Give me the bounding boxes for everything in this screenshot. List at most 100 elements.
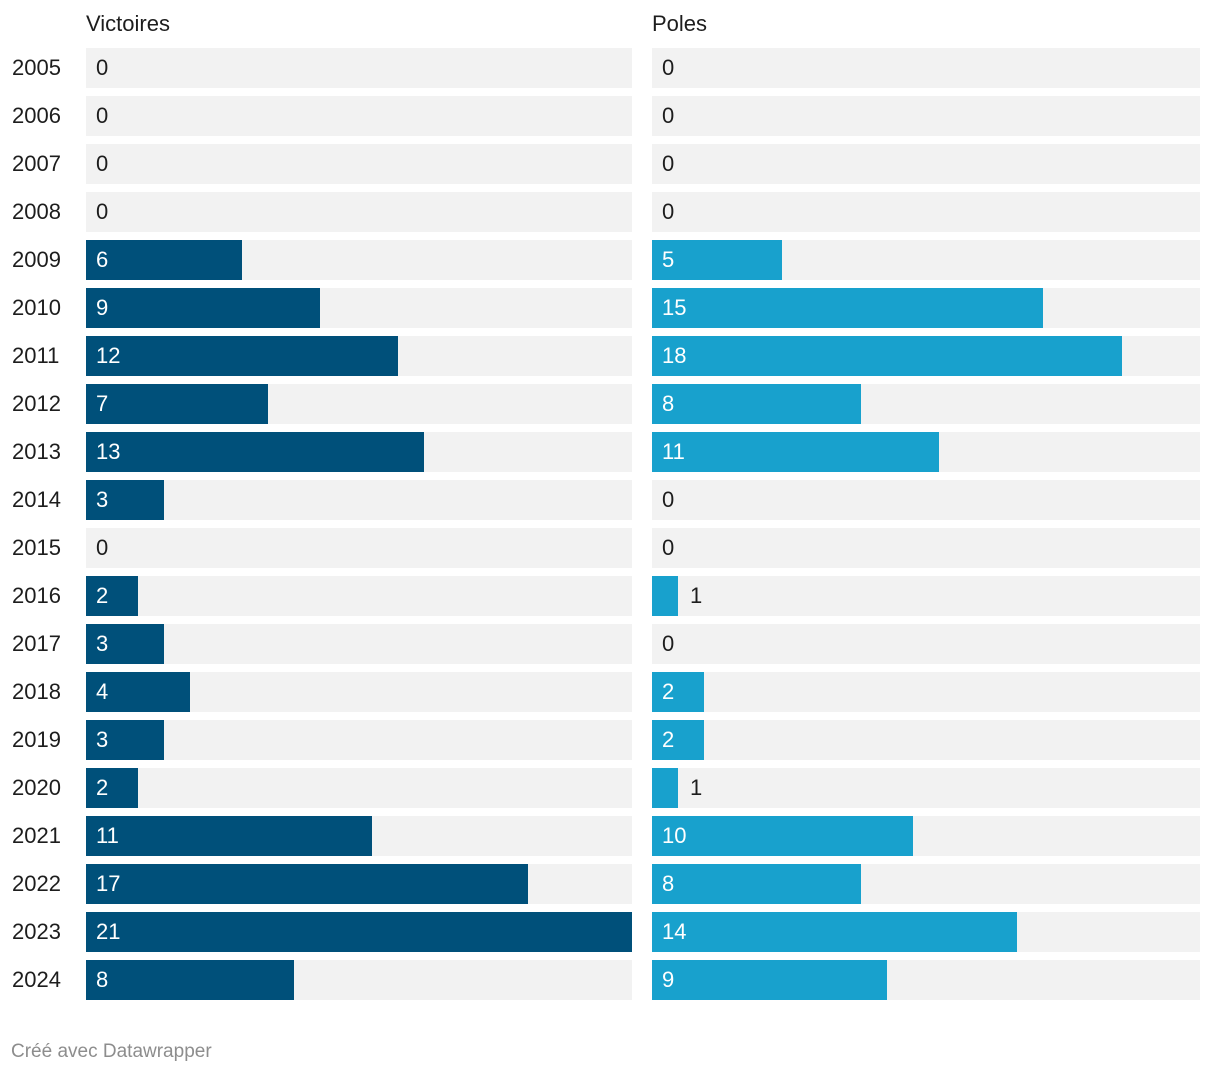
value-label-victoires-2009: 6 [96,247,109,272]
year-label-2005: 2005 [12,55,61,80]
bar-track-victoires-2005 [86,48,632,88]
year-label-2024: 2024 [12,967,61,992]
bar-poles-2009 [652,240,782,280]
bar-track-victoires-2008 [86,192,632,232]
bar-poles-2020 [652,768,678,808]
year-label-2015: 2015 [12,535,61,560]
bar-victoires-2010 [86,288,320,328]
year-label-2017: 2017 [12,631,61,656]
bar-victoires-2021 [86,816,372,856]
year-label-2009: 2009 [12,247,61,272]
year-label-2013: 2013 [12,439,61,464]
value-label-poles-2005: 0 [662,55,675,80]
value-label-poles-2021: 10 [662,823,687,848]
bar-victoires-2018 [86,672,190,712]
bar-victoires-2017 [86,624,164,664]
value-label-victoires-2024: 8 [96,967,109,992]
bar-track-victoires-2019 [86,720,632,760]
bar-track-victoires-2015 [86,528,632,568]
bar-track-victoires-2016 [86,576,632,616]
bar-track-poles-2019 [652,720,1200,760]
bar-poles-2019 [652,720,704,760]
year-label-2012: 2012 [12,391,61,416]
bar-poles-2022 [652,864,861,904]
value-label-victoires-2006: 0 [96,103,109,128]
bar-track-poles-2008 [652,192,1200,232]
value-label-victoires-2023: 21 [96,919,121,944]
value-label-poles-2007: 0 [662,151,675,176]
bar-track-poles-2006 [652,96,1200,136]
value-label-victoires-2010: 9 [96,295,109,320]
value-label-poles-2023: 14 [662,919,687,944]
year-label-2006: 2006 [12,103,61,128]
bar-track-victoires-2014 [86,480,632,520]
value-label-victoires-2007: 0 [96,151,109,176]
year-label-2020: 2020 [12,775,61,800]
bar-victoires-2020 [86,768,138,808]
bar-victoires-2013 [86,432,424,472]
value-label-victoires-2022: 17 [96,871,121,896]
value-label-poles-2015: 0 [662,535,675,560]
value-label-poles-2008: 0 [662,199,675,224]
value-label-poles-2019: 2 [662,727,675,752]
bar-victoires-2023 [86,912,632,952]
bar-track-victoires-2007 [86,144,632,184]
bar-chart: Victoires Poles 2005 0 0 2006 0 0 2007 0 0 2008 0 0 20… [12,11,1200,1000]
column-title-poles: Poles [652,11,708,36]
bar-victoires-2009 [86,240,242,280]
value-label-victoires-2013: 13 [96,439,121,464]
bar-poles-2024 [652,960,887,1000]
value-label-poles-2017: 0 [662,631,675,656]
bar-victoires-2022 [86,864,528,904]
value-label-victoires-2019: 3 [96,727,109,752]
bar-track-victoires-2017 [86,624,632,664]
bar-poles-2013 [652,432,939,472]
value-label-poles-2010: 15 [662,295,687,320]
bar-track-poles-2020 [652,768,1200,808]
bar-track-victoires-2020 [86,768,632,808]
value-label-poles-2022: 8 [662,871,675,896]
bar-track-poles-2014 [652,480,1200,520]
value-label-poles-2018: 2 [662,679,675,704]
year-label-2010: 2010 [12,295,61,320]
bar-victoires-2016 [86,576,138,616]
datawrapper-credit: Créé avec Datawrapper [11,1041,212,1062]
value-label-poles-2013: 11 [662,439,685,464]
bar-poles-2011 [652,336,1122,376]
bar-poles-2018 [652,672,704,712]
value-label-victoires-2012: 7 [96,391,109,416]
value-label-poles-2012: 8 [662,391,675,416]
bar-victoires-2024 [86,960,294,1000]
value-label-poles-2024: 9 [662,967,675,992]
year-label-2023: 2023 [12,919,61,944]
year-label-2018: 2018 [12,679,61,704]
bar-victoires-2019 [86,720,164,760]
bar-poles-2010 [652,288,1043,328]
bar-victoires-2012 [86,384,268,424]
year-label-2016: 2016 [12,583,61,608]
value-label-victoires-2008: 0 [96,199,109,224]
bar-track-poles-2015 [652,528,1200,568]
year-label-2014: 2014 [12,487,61,512]
value-label-poles-2006: 0 [662,103,675,128]
value-label-victoires-2011: 12 [96,343,121,368]
bar-victoires-2014 [86,480,164,520]
year-label-2008: 2008 [12,199,61,224]
bar-track-victoires-2006 [86,96,632,136]
value-label-poles-2009: 5 [662,247,675,272]
bar-track-poles-2007 [652,144,1200,184]
bar-victoires-2011 [86,336,398,376]
value-label-victoires-2017: 3 [96,631,109,656]
year-label-2007: 2007 [12,151,61,176]
year-label-2022: 2022 [12,871,61,896]
value-label-victoires-2016: 2 [96,583,109,608]
bar-poles-2012 [652,384,861,424]
bar-poles-2021 [652,816,913,856]
value-label-poles-2016: 1 [690,583,703,608]
value-label-victoires-2015: 0 [96,535,109,560]
value-label-victoires-2014: 3 [96,487,109,512]
year-label-2019: 2019 [12,727,61,752]
bar-track-poles-2005 [652,48,1200,88]
value-label-victoires-2005: 0 [96,55,109,80]
value-label-victoires-2021: 11 [96,823,119,848]
